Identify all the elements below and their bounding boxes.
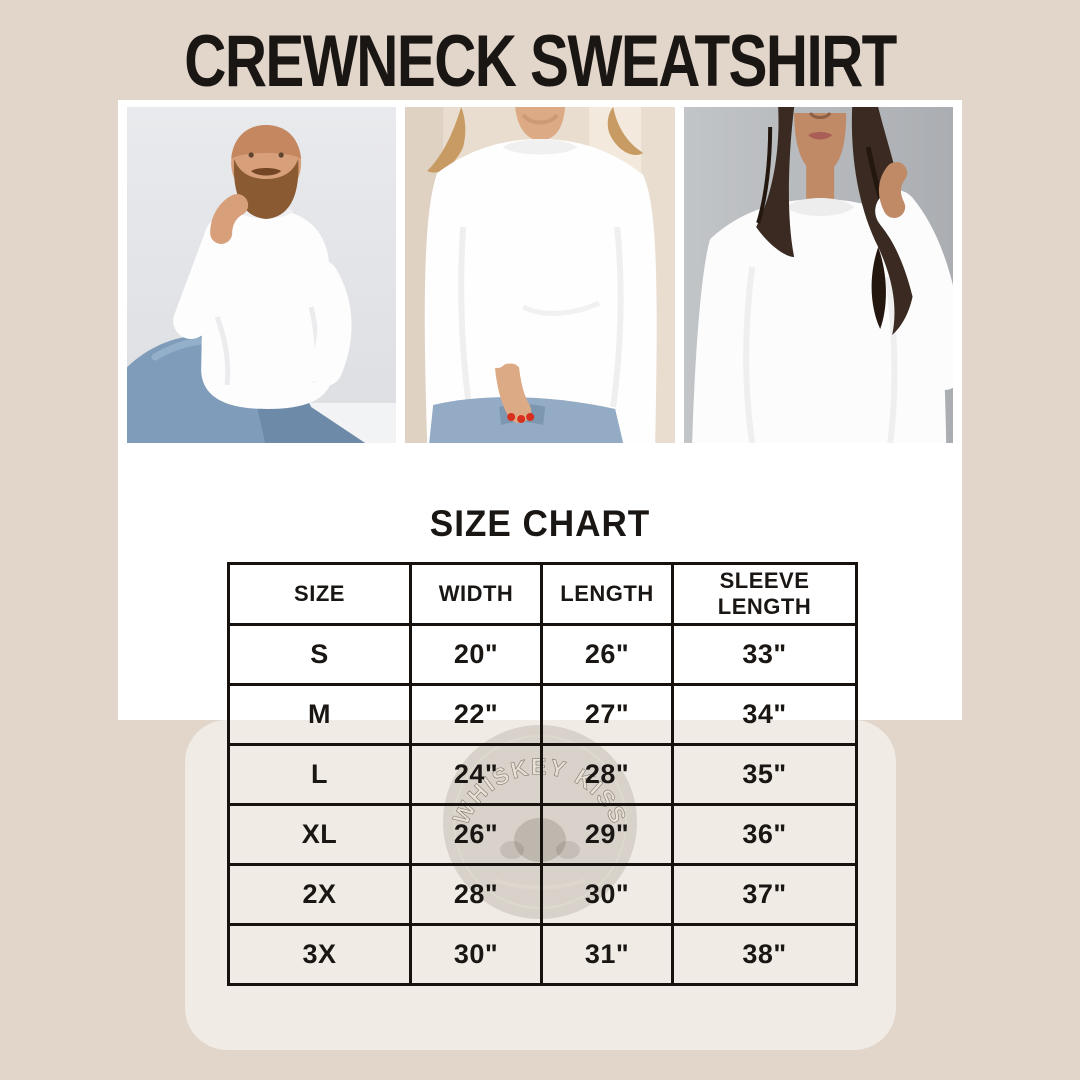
cell-size: S — [227, 623, 412, 686]
cell-length: 31" — [540, 923, 674, 986]
cell-width: 22" — [409, 683, 543, 746]
cell-size: XL — [227, 803, 412, 866]
woman-wavy-hair-illustration — [683, 107, 953, 443]
size-chart-table: SIZE WIDTH LENGTH SLEEVE LENGTH S 20" 26… — [227, 562, 858, 986]
cell-length: 27" — [540, 683, 674, 746]
column-header-length: LENGTH — [540, 562, 674, 626]
man-sitting-illustration — [127, 107, 397, 443]
column-header-size: SIZE — [227, 562, 412, 626]
cell-size: L — [227, 743, 412, 806]
cell-width: 26" — [409, 803, 543, 866]
cell-sleeve-length: 36" — [671, 803, 858, 866]
cell-sleeve-length: 33" — [671, 623, 858, 686]
cell-size: M — [227, 683, 412, 746]
woman-pocket-illustration — [405, 107, 675, 443]
cell-width: 24" — [409, 743, 543, 806]
cell-sleeve-length: 37" — [671, 863, 858, 926]
cell-sleeve-length: 34" — [671, 683, 858, 746]
cell-sleeve-length: 38" — [671, 923, 858, 986]
product-photo-strip — [127, 107, 953, 443]
cell-sleeve-length: 35" — [671, 743, 858, 806]
table-row-xl: XL 26" 29" 36" — [227, 803, 858, 866]
cell-width: 20" — [409, 623, 543, 686]
table-row-s: S 20" 26" 33" — [227, 623, 858, 686]
cell-length: 29" — [540, 803, 674, 866]
cell-size: 3X — [227, 923, 412, 986]
size-chart-header-row: SIZE WIDTH LENGTH SLEEVE LENGTH — [227, 562, 858, 626]
column-header-sleeve-length: SLEEVE LENGTH — [671, 562, 858, 626]
cell-length: 28" — [540, 743, 674, 806]
table-row-2x: 2X 28" 30" 37" — [227, 863, 858, 926]
cell-length: 30" — [540, 863, 674, 926]
cell-width: 30" — [409, 923, 543, 986]
cell-size: 2X — [227, 863, 412, 926]
page-title: CREWNECK SWEATSHIRT — [184, 21, 897, 102]
product-photo-woman-wavy-hair — [683, 107, 953, 443]
cell-length: 26" — [540, 623, 674, 686]
table-row-l: L 24" 28" 35" — [227, 743, 858, 806]
product-photo-woman-pocket — [405, 107, 675, 443]
product-photo-man-sitting — [127, 107, 397, 443]
table-row-m: M 22" 27" 34" — [227, 683, 858, 746]
column-header-width: WIDTH — [409, 562, 543, 626]
size-chart-heading: SIZE CHART — [429, 503, 651, 544]
table-row-3x: 3X 30" 31" 38" — [227, 923, 858, 986]
cell-width: 28" — [409, 863, 543, 926]
